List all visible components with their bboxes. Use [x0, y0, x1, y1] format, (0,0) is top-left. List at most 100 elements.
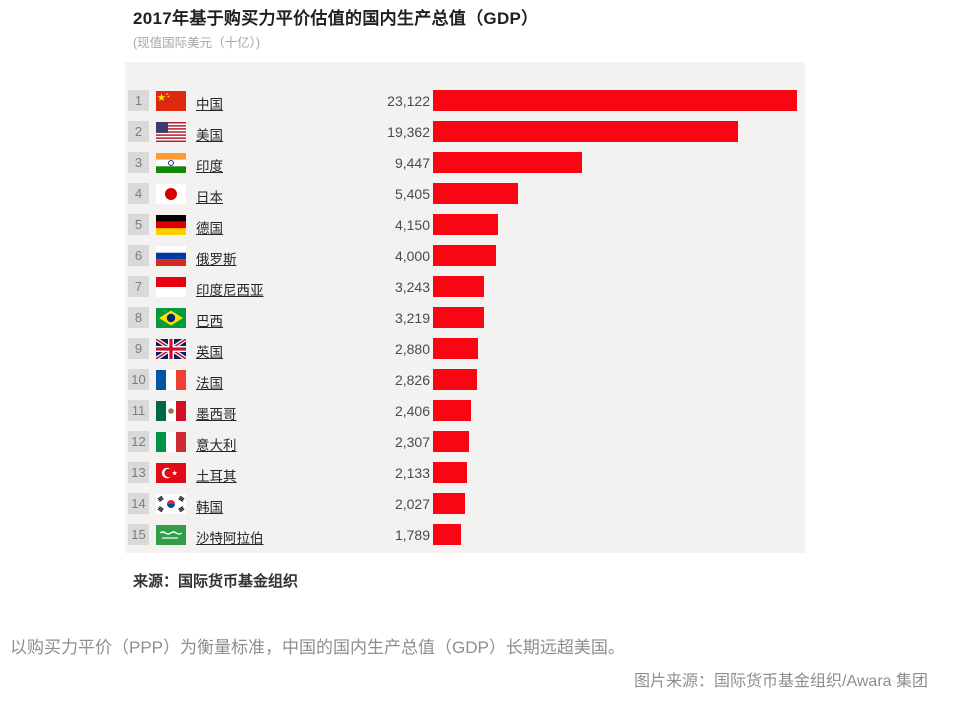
rank-badge: 7 [128, 276, 149, 297]
rank-badge: 9 [128, 338, 149, 359]
country-row: 3 印度 9,447 [125, 152, 805, 174]
country-row: 13 土耳其 2,133 [125, 462, 805, 484]
rank-badge: 6 [128, 245, 149, 266]
country-row: 12 意大利 2,307 [125, 431, 805, 453]
rank-badge: 13 [128, 462, 149, 483]
article-caption: 以购买力平价（PPP）为衡量标准，中国的国内生产总值（GDP）长期远超美国。 [10, 638, 625, 657]
chart-unit-note: (现值国际美元（十亿）) [133, 36, 261, 50]
id-flag-icon [156, 277, 186, 297]
value-label: 3,219 [394, 309, 430, 326]
country-link[interactable]: 印度 [196, 159, 223, 174]
rank-badge: 8 [128, 307, 149, 328]
country-link[interactable]: 英国 [196, 345, 223, 360]
chart-title: 2017年基于购买力平价估值的国内生产总值（GDP） [133, 9, 539, 28]
value-label: 2,027 [394, 495, 430, 512]
country-link[interactable]: 美国 [196, 128, 223, 143]
value-bar [433, 400, 471, 421]
country-link[interactable]: 巴西 [196, 314, 223, 329]
country-row: 5 德国 4,150 [125, 214, 805, 236]
value-bar [433, 152, 582, 173]
rank-badge: 1 [128, 90, 149, 111]
fr-flag-icon [156, 370, 186, 390]
country-row: 6 俄罗斯 4,000 [125, 245, 805, 267]
sa-flag-icon [156, 525, 186, 545]
country-row: 7 印度尼西亚 3,243 [125, 276, 805, 298]
country-row: 2 美国 19,362 [125, 121, 805, 143]
country-row: 4 日本 5,405 [125, 183, 805, 205]
rank-badge: 15 [128, 524, 149, 545]
value-label: 2,406 [394, 402, 430, 419]
country-link[interactable]: 俄罗斯 [196, 252, 237, 267]
us-flag-icon [156, 122, 186, 142]
value-bar [433, 493, 465, 514]
bar-rows: 1 中国 23,122 2 美国 19,362 3 印度 9,447 4 日本 … [125, 62, 805, 546]
br-flag-icon [156, 308, 186, 328]
country-link[interactable]: 土耳其 [196, 469, 237, 484]
value-bar [433, 276, 484, 297]
rank-badge: 14 [128, 493, 149, 514]
value-bar [433, 369, 477, 390]
rank-badge: 3 [128, 152, 149, 173]
source-label: 来源： [133, 573, 179, 590]
value-bar [433, 245, 496, 266]
value-label: 4,000 [394, 247, 430, 264]
value-bar [433, 90, 797, 111]
in-flag-icon [156, 153, 186, 173]
value-label: 1,789 [394, 526, 430, 543]
country-row: 15 沙特阿拉伯 1,789 [125, 524, 805, 546]
chart-panel: 1 中国 23,122 2 美国 19,362 3 印度 9,447 4 日本 … [125, 62, 805, 553]
value-bar [433, 431, 469, 452]
de-flag-icon [156, 215, 186, 235]
rank-badge: 12 [128, 431, 149, 452]
value-bar [433, 183, 518, 204]
country-link[interactable]: 沙特阿拉伯 [196, 531, 264, 546]
value-label: 9,447 [394, 154, 430, 171]
value-bar [433, 524, 461, 545]
country-link[interactable]: 日本 [196, 190, 223, 205]
country-link[interactable]: 印度尼西亚 [196, 283, 264, 298]
rank-badge: 10 [128, 369, 149, 390]
value-bar [433, 307, 484, 328]
country-link[interactable]: 中国 [196, 97, 223, 112]
value-bar [433, 462, 467, 483]
cn-flag-icon [156, 91, 186, 111]
rank-badge: 5 [128, 214, 149, 235]
country-link[interactable]: 德国 [196, 221, 223, 236]
value-label: 4,150 [394, 216, 430, 233]
country-link[interactable]: 法国 [196, 376, 223, 391]
country-row: 14 韩国 2,027 [125, 493, 805, 515]
image-credit: 图片来源：国际货币基金组织/Awara 集团 [634, 673, 928, 690]
country-row: 8 巴西 3,219 [125, 307, 805, 329]
value-label: 2,307 [394, 433, 430, 450]
country-link[interactable]: 韩国 [196, 500, 223, 515]
rank-badge: 4 [128, 183, 149, 204]
source-text: 国际货币基金组织 [178, 573, 299, 590]
value-bar [433, 338, 478, 359]
value-bar [433, 121, 738, 142]
gb-flag-icon [156, 339, 186, 359]
chart-source: 来源：国际货币基金组织 [133, 570, 298, 591]
country-link[interactable]: 意大利 [196, 438, 237, 453]
it-flag-icon [156, 432, 186, 452]
rank-badge: 2 [128, 121, 149, 142]
country-link[interactable]: 墨西哥 [196, 407, 237, 422]
value-bar [433, 214, 498, 235]
value-label: 23,122 [387, 92, 430, 109]
value-label: 2,133 [394, 464, 430, 481]
jp-flag-icon [156, 184, 186, 204]
country-row: 11 墨西哥 2,406 [125, 400, 805, 422]
value-label: 3,243 [394, 278, 430, 295]
value-label: 19,362 [387, 123, 430, 140]
value-label: 2,880 [394, 340, 430, 357]
ru-flag-icon [156, 246, 186, 266]
tr-flag-icon [156, 463, 186, 483]
value-label: 2,826 [394, 371, 430, 388]
country-row: 1 中国 23,122 [125, 90, 805, 112]
rank-badge: 11 [128, 400, 149, 421]
country-row: 9 英国 2,880 [125, 338, 805, 360]
country-row: 10 法国 2,826 [125, 369, 805, 391]
mx-flag-icon [156, 401, 186, 421]
value-label: 5,405 [394, 185, 430, 202]
kr-flag-icon [156, 494, 186, 514]
